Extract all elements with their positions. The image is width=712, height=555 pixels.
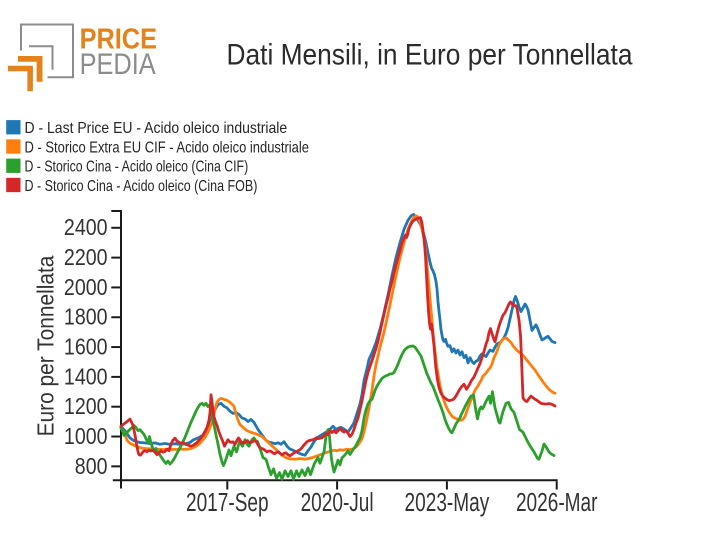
svg-text:800: 800 [75, 452, 108, 479]
svg-text:Dati Mensili, in Euro per Tonn: Dati Mensili, in Euro per Tonnellata [227, 37, 633, 71]
svg-text:1800: 1800 [64, 303, 108, 330]
svg-text:Euro per Tonnellata: Euro per Tonnellata [33, 255, 59, 437]
svg-text:2017-Sep: 2017-Sep [186, 488, 269, 516]
svg-text:PRICE: PRICE [80, 22, 157, 55]
svg-text:2400: 2400 [64, 213, 108, 240]
svg-text:2023-May: 2023-May [405, 488, 490, 516]
svg-text:PEDIA: PEDIA [80, 47, 157, 80]
svg-text:D - Storico Cina - Acido oleic: D - Storico Cina - Acido oleico (Cina CI… [25, 158, 249, 176]
svg-text:2020-Jul: 2020-Jul [301, 488, 374, 516]
svg-text:2026-Mar: 2026-Mar [516, 488, 598, 516]
svg-text:2200: 2200 [64, 243, 108, 270]
svg-text:D - Storico Extra EU CIF - Aci: D - Storico Extra EU CIF - Acido oleico … [25, 139, 309, 157]
svg-text:1200: 1200 [64, 392, 108, 419]
svg-text:D - Last Price EU - Acido olei: D - Last Price EU - Acido oleico industr… [25, 119, 288, 137]
svg-text:2000: 2000 [64, 273, 108, 300]
svg-text:1000: 1000 [64, 422, 108, 449]
svg-text:D - Storico Cina - Acido oleic: D - Storico Cina - Acido oleico (Cina FO… [25, 177, 258, 195]
svg-text:1600: 1600 [64, 333, 108, 360]
svg-text:1400: 1400 [64, 363, 108, 390]
